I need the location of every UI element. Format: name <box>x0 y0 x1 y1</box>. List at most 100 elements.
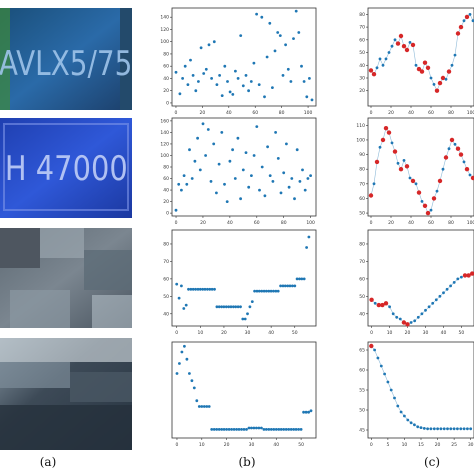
highlight-point <box>434 88 440 93</box>
data-point <box>210 428 214 431</box>
data-point <box>231 148 235 152</box>
chart-row2-c: 0 20 40 60 80 100 50 60 70 80 90 100 110 <box>356 117 474 226</box>
x-tick-label: 0 <box>370 330 373 336</box>
data-point <box>269 289 273 293</box>
caption-b: (b) <box>238 455 256 469</box>
data-point <box>429 76 433 80</box>
data-point <box>225 200 229 204</box>
data-point <box>252 61 256 65</box>
highlight-point <box>466 273 471 278</box>
data-point <box>444 77 448 81</box>
highlight-point <box>368 68 374 73</box>
x-tick-label: 0 <box>370 220 373 226</box>
y-tick-label: 60 <box>163 64 169 70</box>
data-point <box>177 182 181 186</box>
highlight-point <box>369 343 374 349</box>
highlight-point <box>401 44 407 49</box>
y-tick-label: 40 <box>163 188 169 194</box>
x-tick-label: 40 <box>273 442 279 448</box>
data-point <box>195 399 199 403</box>
y-tick-label: 20 <box>163 199 169 205</box>
data-point <box>206 128 210 131</box>
data-point <box>295 277 299 281</box>
x-tick-label: 10 <box>199 442 205 448</box>
data-point <box>276 31 280 34</box>
x-tick-label: 40 <box>408 220 414 226</box>
y-tick-label: 110 <box>356 123 365 129</box>
data-point <box>279 284 282 288</box>
y-tick-label: 60 <box>359 276 365 282</box>
data-point <box>432 427 436 431</box>
data-point <box>429 427 433 431</box>
y-tick-label: 40 <box>359 63 365 69</box>
data-point <box>199 46 203 50</box>
data-point <box>268 174 272 178</box>
x-tick-label: 20 <box>200 110 206 116</box>
data-point <box>277 428 281 431</box>
y-tick-label: 70 <box>163 259 169 265</box>
data-point <box>215 191 218 195</box>
chart-row1-c: 0 20 40 60 80 100 20 30 40 50 60 70 80 <box>359 7 474 116</box>
data-point <box>255 289 259 293</box>
data-point <box>378 57 382 61</box>
data-point <box>439 427 443 431</box>
data-point <box>250 426 253 430</box>
data-point <box>250 174 253 178</box>
data-point <box>182 307 186 310</box>
plot-frame <box>171 341 317 439</box>
y-tick-label: 140 <box>160 15 169 21</box>
x-tick-label: 20 <box>405 330 411 336</box>
y-tick-label: 20 <box>163 88 169 94</box>
data-point <box>396 404 400 408</box>
highlight-point <box>376 302 381 308</box>
data-point <box>201 287 205 291</box>
x-tick-label: 40 <box>226 110 232 116</box>
data-point <box>269 428 273 431</box>
data-point <box>291 284 294 288</box>
plot-frame <box>171 117 317 217</box>
x-tick-label: 60 <box>428 110 434 116</box>
highlight-point <box>386 130 392 135</box>
data-point <box>284 43 287 47</box>
data-point <box>223 182 226 186</box>
highlight-point <box>401 320 407 325</box>
data-point <box>384 57 388 61</box>
image-row4 <box>0 338 132 450</box>
data-point <box>381 63 385 67</box>
data-point <box>184 303 188 307</box>
y-tick-label: 50 <box>359 408 365 414</box>
data-point <box>193 159 197 163</box>
y-tick-label: 40 <box>163 311 169 317</box>
data-point <box>204 154 208 157</box>
data-point <box>398 317 402 321</box>
y-tick-label: 80 <box>359 167 365 173</box>
data-point <box>288 284 292 288</box>
data-point <box>189 287 193 291</box>
data-point <box>279 191 283 195</box>
data-point <box>196 136 200 140</box>
data-point <box>180 284 183 288</box>
data-point <box>402 159 406 162</box>
data-point <box>228 159 232 163</box>
data-point <box>281 74 285 77</box>
x-tick-label: 20 <box>388 110 394 116</box>
data-point <box>206 287 209 291</box>
data-point <box>302 410 305 414</box>
y-tick-label: 0 <box>166 100 169 106</box>
x-tick-label: 30 <box>468 442 474 448</box>
data-point <box>274 428 278 431</box>
data-point <box>175 372 179 375</box>
data-point <box>399 410 403 414</box>
x-tick-label: 80 <box>279 110 285 116</box>
data-point <box>218 74 222 77</box>
data-point <box>307 235 311 239</box>
data-point <box>452 427 456 431</box>
x-tick-label: 5 <box>386 442 389 448</box>
data-point <box>174 70 178 74</box>
data-point <box>240 428 243 431</box>
data-point <box>180 188 183 192</box>
data-point <box>178 362 181 365</box>
data-point <box>207 405 211 408</box>
data-point <box>181 77 185 80</box>
highlight-point <box>470 271 474 276</box>
